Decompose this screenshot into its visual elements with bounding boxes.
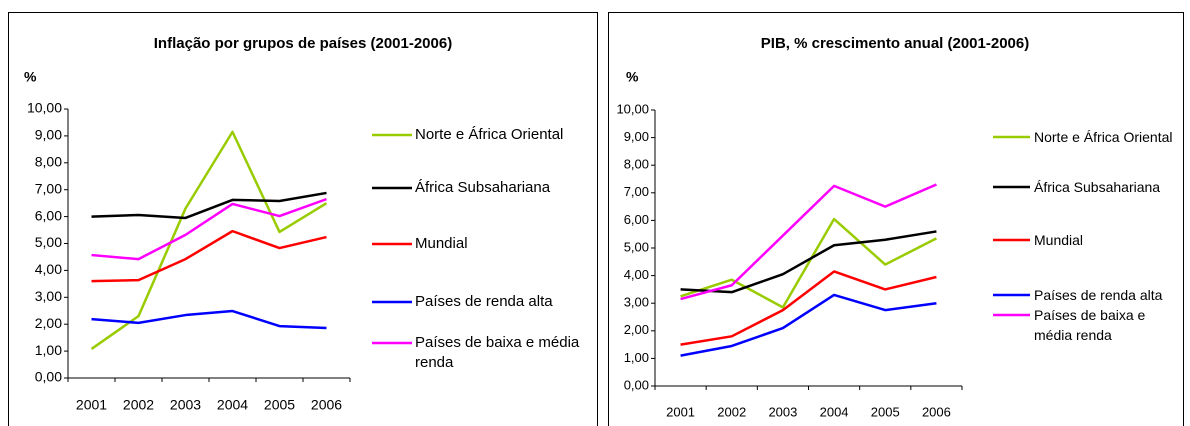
legend-label: Norte e África Oriental	[1034, 129, 1173, 145]
series-line	[680, 183, 937, 301]
chart-title: PIB, % crescimento anual (2001-2006)	[761, 35, 1029, 52]
y-tick-label: 4,00	[624, 267, 649, 282]
y-tick-label: 10,00	[616, 101, 649, 116]
y-tick-label: 7,00	[35, 180, 62, 196]
legend-label: Norte e África Oriental	[415, 126, 564, 143]
chart-title: Inflação por grupos de países (2001-2006…	[154, 35, 452, 52]
legend-label: Países de renda alta	[415, 293, 553, 310]
legend-entry: Norte e África Oriental	[1034, 129, 1173, 145]
legend-entry: África Subsahariana	[415, 179, 551, 196]
y-tick-label: 9,00	[624, 129, 649, 144]
legend-entry: Mundial	[1034, 232, 1084, 248]
x-tick-label: 2001	[76, 397, 107, 413]
y-tick-label: 5,00	[35, 234, 62, 250]
legend-label: Países de baixa e média renda	[415, 334, 580, 371]
y-tick-label: 0,00	[35, 369, 62, 385]
series-line	[680, 270, 937, 346]
y-tick-label: 6,00	[624, 212, 649, 227]
legend-label: Mundial	[1034, 232, 1084, 248]
x-tick-label: 2001	[666, 404, 695, 419]
y-tick-label: 8,00	[35, 154, 62, 170]
x-tick-label: 2002	[717, 404, 746, 419]
x-tick-label: 2004	[217, 397, 248, 413]
y-tick-label: 3,00	[624, 295, 649, 310]
series-line	[91, 229, 327, 283]
legend-entry: Países de renda alta	[415, 293, 553, 310]
legend-label: Países de baixa e média renda	[1034, 307, 1146, 343]
y-tick-label: 0,00	[624, 377, 649, 392]
legend-label: Mundial	[415, 235, 468, 252]
series-line	[680, 293, 937, 357]
legend-entry: Mundial	[415, 235, 468, 252]
y-tick-label: 6,00	[35, 207, 62, 223]
y-axis-label: %	[626, 69, 639, 85]
x-tick-label: 2005	[871, 404, 900, 419]
y-tick-label: 9,00	[35, 127, 62, 143]
series-line	[680, 230, 937, 294]
legend-label: África Subsahariana	[1034, 179, 1161, 195]
y-tick-label: 3,00	[35, 288, 62, 304]
y-tick-label: 8,00	[624, 157, 649, 172]
x-tick-label: 2003	[768, 404, 797, 419]
series-line	[90, 130, 328, 350]
series-line	[91, 197, 327, 261]
series-line	[91, 309, 327, 330]
legend-entry: Países de baixa e média renda	[415, 334, 580, 371]
x-tick-label: 2004	[820, 404, 849, 419]
legend-entry: África Subsahariana	[1034, 179, 1161, 195]
y-tick-label: 2,00	[35, 315, 62, 331]
x-tick-label: 2003	[170, 397, 201, 413]
x-tick-label: 2006	[922, 404, 951, 419]
y-tick-label: 5,00	[624, 239, 649, 254]
legend-entry: Países de renda alta	[1034, 287, 1163, 303]
legend-label: África Subsahariana	[415, 179, 551, 196]
y-tick-label: 7,00	[624, 184, 649, 199]
y-tick-label: 1,00	[35, 342, 62, 358]
legend-entry: Norte e África Oriental	[415, 126, 564, 143]
x-tick-label: 2006	[311, 397, 342, 413]
legend-label: Países de renda alta	[1034, 287, 1163, 303]
legend-entry: Países de baixa e média renda	[1034, 307, 1146, 343]
y-axis-label: %	[24, 69, 37, 85]
chart-frame	[608, 12, 1184, 426]
series-line	[680, 217, 937, 309]
y-tick-label: 10,00	[27, 100, 62, 116]
y-tick-label: 2,00	[624, 322, 649, 337]
chart-frame	[8, 12, 598, 426]
x-tick-label: 2005	[264, 397, 295, 413]
series-line	[91, 191, 327, 220]
x-tick-label: 2002	[123, 397, 154, 413]
y-tick-label: 1,00	[624, 350, 649, 365]
y-tick-label: 4,00	[35, 261, 62, 277]
